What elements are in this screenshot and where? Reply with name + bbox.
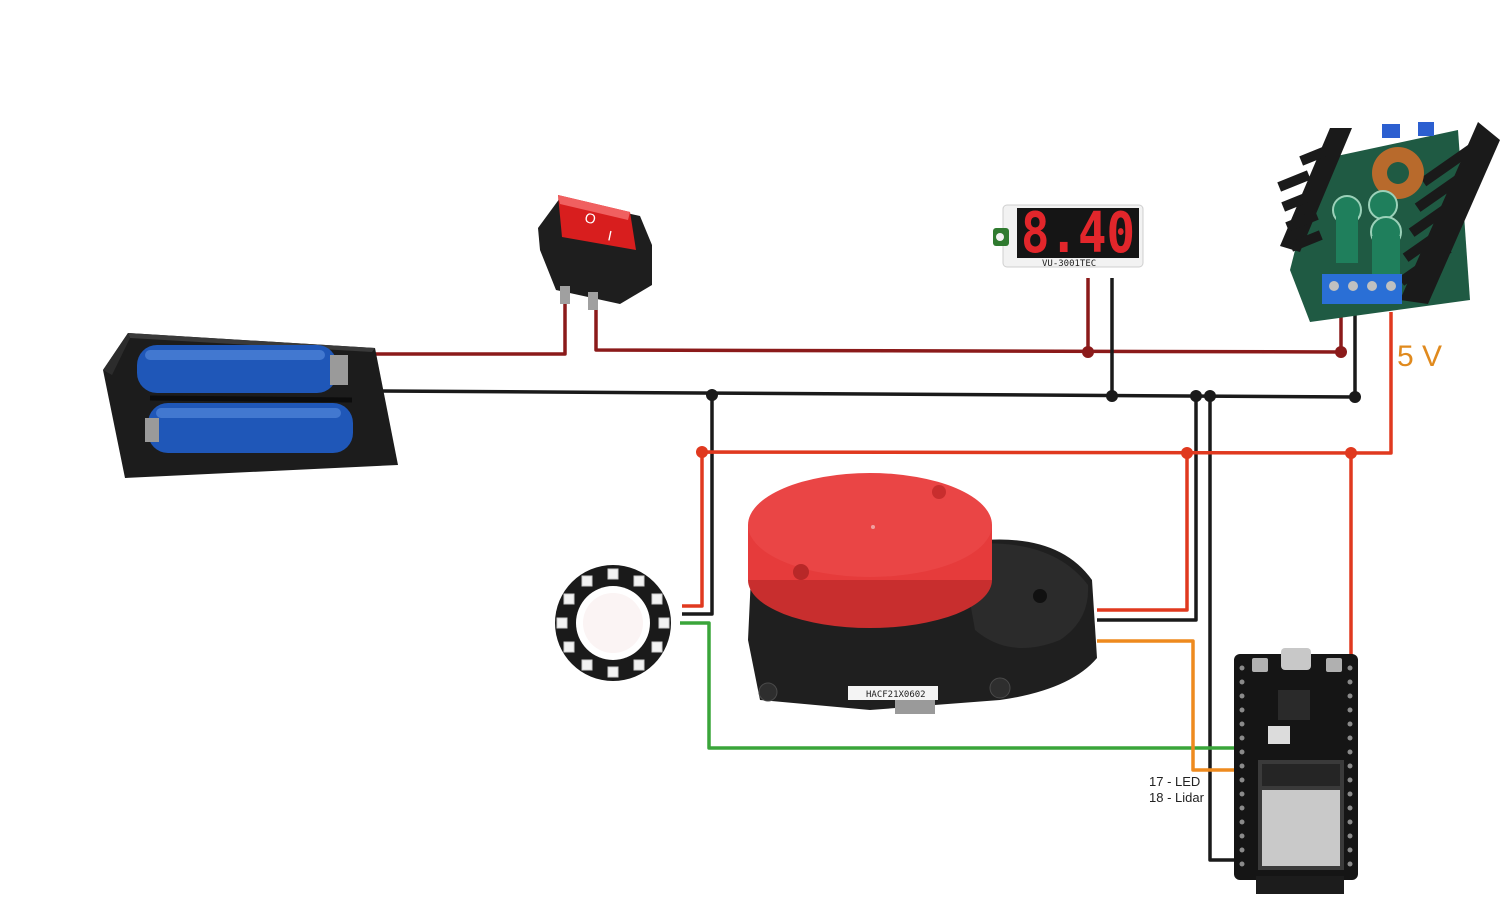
voltmeter-display: 8.40 VU-3001TEC: [993, 201, 1144, 269]
junction-dot: [1335, 346, 1347, 358]
wire-switch-to-converter: [594, 300, 1343, 354]
svg-text:O: O: [583, 209, 597, 227]
junction-dot: [1181, 447, 1193, 459]
voltmeter-reading: 8.40: [1021, 201, 1135, 266]
junction-dot: [706, 389, 718, 401]
junction-dot: [1082, 346, 1094, 358]
battery-cell: [137, 345, 348, 393]
wire-lidar-data: [1097, 639, 1240, 772]
lidar-serial-label: HACF21X0602: [866, 690, 926, 700]
buck-converter: [1277, 122, 1500, 322]
wire-led-data: [680, 621, 1240, 750]
esp32-board: [1234, 648, 1358, 894]
wire-ground-led: [682, 395, 714, 616]
led-ring: [555, 565, 671, 681]
junction-dot: [1190, 390, 1202, 402]
junction-dot: [1345, 447, 1357, 459]
junction-dots: [696, 346, 1361, 459]
junction-dot: [1106, 390, 1118, 402]
junction-dot: [1349, 391, 1361, 403]
wire-ground-lidar: [1097, 396, 1198, 622]
svg-text:VU-3001TEC: VU-3001TEC: [1042, 259, 1096, 269]
battery-holder: [103, 333, 398, 478]
output-voltage-label: 5 V: [1397, 340, 1442, 373]
junction-dot: [696, 446, 708, 458]
rocker-switch: O I: [538, 195, 652, 310]
pin-label-lidar: 18 - Lidar: [1149, 790, 1205, 805]
wire-ground-esp32: [1208, 396, 1240, 862]
wire-battery-positive-to-switch: [375, 300, 567, 356]
svg-text:I: I: [606, 227, 613, 243]
junction-dot: [1204, 390, 1216, 402]
pin-label-led: 17 - LED: [1149, 774, 1200, 789]
lidar-sensor: HACF21X0602: [748, 473, 1097, 714]
wire-5v-lidar: [1097, 453, 1189, 612]
battery-cell: [145, 403, 353, 453]
